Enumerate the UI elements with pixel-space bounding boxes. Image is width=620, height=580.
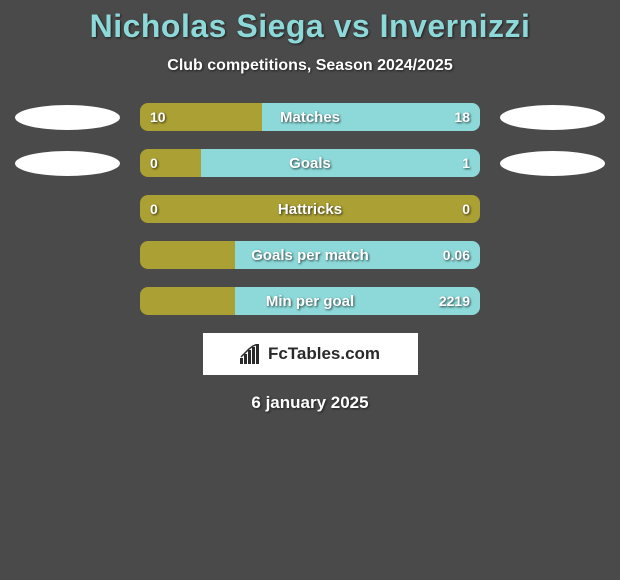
stat-value-left: 0: [150, 149, 158, 177]
stat-label: Matches: [140, 103, 480, 131]
stats-rows: Matches1018Goals01Hattricks00Goals per m…: [0, 103, 620, 315]
stat-value-left: 0: [150, 195, 158, 223]
stat-bar: Min per goal2219: [140, 287, 480, 315]
brand-box[interactable]: FcTables.com: [203, 333, 418, 375]
date-label: 6 january 2025: [0, 393, 620, 413]
stat-row: Goals per match0.06: [0, 241, 620, 269]
brand-text: FcTables.com: [268, 344, 380, 364]
player-left-oval: [15, 105, 120, 130]
stat-value-right: 0.06: [443, 241, 470, 269]
stat-bar: Matches10 18: [140, 103, 480, 131]
brand-inner: FcTables.com: [240, 344, 380, 364]
stat-row: Goals0 1: [0, 149, 620, 177]
stat-value-left: 10: [150, 103, 166, 131]
stat-value-right: 0: [462, 195, 470, 223]
page-title: Nicholas Siega vs Invernizzi: [0, 8, 620, 45]
stat-row: Hattricks0 0: [0, 195, 620, 223]
stat-row: Min per goal2219: [0, 287, 620, 315]
bar-chart-icon: [240, 344, 262, 364]
stat-label: Goals per match: [140, 241, 480, 269]
stat-row: Matches10 18: [0, 103, 620, 131]
stat-value-right: 1: [462, 149, 470, 177]
stat-label: Hattricks: [140, 195, 480, 223]
stat-value-right: 18: [454, 103, 470, 131]
subtitle: Club competitions, Season 2024/2025: [0, 57, 620, 75]
player-left-oval: [15, 151, 120, 176]
stat-label: Min per goal: [140, 287, 480, 315]
stat-bar: Goals0 1: [140, 149, 480, 177]
player-right-oval: [500, 151, 605, 176]
player-right-oval: [500, 105, 605, 130]
comparison-container: Nicholas Siega vs Invernizzi Club compet…: [0, 0, 620, 413]
stat-bar: Goals per match0.06: [140, 241, 480, 269]
stat-bar: Hattricks0 0: [140, 195, 480, 223]
stat-label: Goals: [140, 149, 480, 177]
stat-value-right: 2219: [439, 287, 470, 315]
